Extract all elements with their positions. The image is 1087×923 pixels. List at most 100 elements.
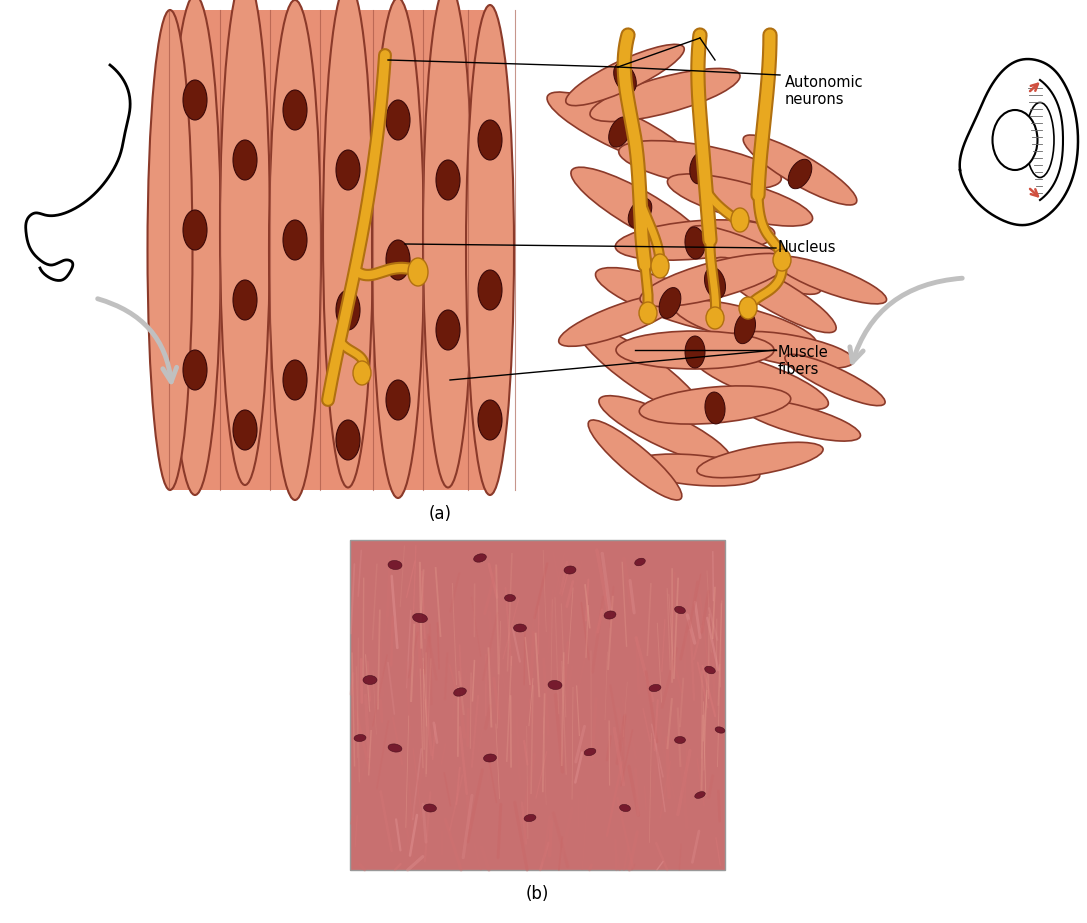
Ellipse shape [704,268,725,299]
Ellipse shape [354,735,366,741]
Ellipse shape [565,44,684,105]
Ellipse shape [635,558,646,566]
Text: Muscle
fibers: Muscle fibers [778,345,828,378]
Ellipse shape [363,676,377,685]
Ellipse shape [453,688,466,696]
Ellipse shape [715,726,725,733]
Ellipse shape [704,666,715,674]
Ellipse shape [548,680,562,689]
Ellipse shape [599,396,732,464]
Ellipse shape [336,420,360,460]
Ellipse shape [730,208,749,232]
Text: Autonomic
neurons: Autonomic neurons [785,75,864,107]
Ellipse shape [386,100,410,140]
Ellipse shape [478,400,502,440]
Ellipse shape [739,297,757,319]
Ellipse shape [436,310,460,350]
Ellipse shape [183,210,207,250]
FancyBboxPatch shape [168,10,490,490]
Ellipse shape [695,792,705,798]
Ellipse shape [268,0,321,500]
Ellipse shape [958,73,1073,213]
Ellipse shape [588,420,682,500]
Ellipse shape [616,331,774,369]
Ellipse shape [336,290,360,330]
Ellipse shape [372,0,424,498]
Ellipse shape [773,249,791,271]
Ellipse shape [673,300,816,350]
Bar [350,540,725,870]
Ellipse shape [788,160,812,188]
Ellipse shape [649,684,661,691]
Ellipse shape [559,294,682,346]
Ellipse shape [689,226,821,294]
Text: Nucleus: Nucleus [778,241,837,256]
Ellipse shape [233,280,257,320]
Ellipse shape [774,256,887,304]
Ellipse shape [614,63,636,93]
Text: (a): (a) [428,505,451,523]
Ellipse shape [744,135,857,205]
Ellipse shape [436,160,460,200]
Ellipse shape [148,10,192,490]
Ellipse shape [785,354,885,406]
Ellipse shape [323,0,373,487]
Ellipse shape [423,0,473,487]
Ellipse shape [735,312,755,343]
Ellipse shape [615,220,775,260]
Text: (b): (b) [525,885,549,903]
Ellipse shape [628,198,652,228]
Ellipse shape [619,140,782,189]
Ellipse shape [590,68,740,122]
Ellipse shape [336,150,360,190]
Ellipse shape [714,258,836,332]
Ellipse shape [691,351,828,410]
Ellipse shape [478,120,502,160]
Ellipse shape [183,80,207,120]
Ellipse shape [1026,102,1054,177]
Ellipse shape [685,227,705,259]
Ellipse shape [675,737,686,744]
Ellipse shape [233,410,257,450]
Ellipse shape [183,350,207,390]
Ellipse shape [474,554,486,562]
Ellipse shape [667,174,813,226]
Ellipse shape [685,336,705,368]
Ellipse shape [675,606,686,614]
Ellipse shape [413,614,427,623]
Ellipse shape [283,90,307,130]
Ellipse shape [547,92,692,168]
Ellipse shape [388,560,402,569]
Ellipse shape [408,258,428,286]
Ellipse shape [571,167,709,253]
Ellipse shape [690,152,710,184]
Ellipse shape [726,331,854,368]
Ellipse shape [639,386,790,424]
Ellipse shape [386,240,410,280]
Ellipse shape [739,399,861,441]
Ellipse shape [564,566,576,574]
Ellipse shape [584,749,596,756]
Ellipse shape [659,288,680,318]
Ellipse shape [283,220,307,260]
Ellipse shape [651,254,669,278]
Ellipse shape [233,140,257,180]
Ellipse shape [388,744,402,752]
Ellipse shape [992,110,1037,170]
Ellipse shape [604,611,616,619]
Ellipse shape [283,360,307,400]
Ellipse shape [577,324,703,416]
Ellipse shape [513,624,526,632]
Ellipse shape [640,254,790,306]
Ellipse shape [424,804,437,812]
Ellipse shape [620,805,630,811]
Ellipse shape [466,5,514,495]
Ellipse shape [705,392,725,424]
Ellipse shape [697,442,823,478]
Ellipse shape [168,0,221,495]
Ellipse shape [353,361,371,385]
Ellipse shape [478,270,502,310]
Ellipse shape [609,117,632,147]
Ellipse shape [220,0,270,485]
Ellipse shape [639,302,657,324]
